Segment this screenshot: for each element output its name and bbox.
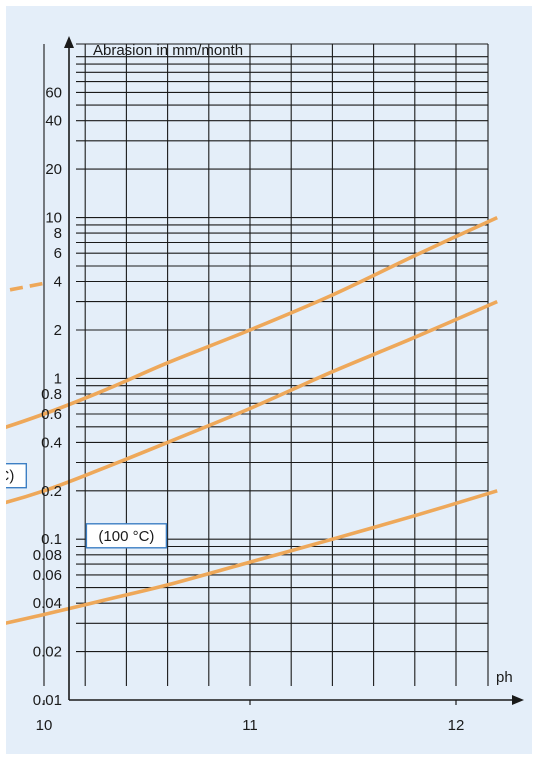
y-tick-label: 40 xyxy=(45,113,62,130)
y-tick-label: 20 xyxy=(45,161,62,178)
y-tick-label: 60 xyxy=(45,84,62,101)
series-layer xyxy=(6,215,498,625)
x-tick-label: 12 xyxy=(448,717,465,734)
abrasion-chart: 8.591011120.010.020.040.060.080.10.20.40… xyxy=(6,36,524,734)
x-tick-label: 10 xyxy=(36,717,53,734)
y-tick-label: 0.02 xyxy=(33,644,62,661)
y-tick-label: 6 xyxy=(54,245,62,262)
curve-label-box-170c xyxy=(6,463,27,489)
y-tick-label: 2 xyxy=(54,322,62,339)
y-tick-label: 0.08 xyxy=(33,547,62,564)
y-axis-title: Abrasion in mm/month xyxy=(93,42,243,59)
curve-label-100c: (100 °C) xyxy=(98,528,154,545)
chart-panel: 8.591011120.010.020.040.060.080.10.20.40… xyxy=(6,6,532,754)
y-tick-label: 0.6 xyxy=(41,406,62,423)
axes: 8.591011120.010.020.040.060.080.10.20.40… xyxy=(33,36,524,734)
y-tick-label: 0.8 xyxy=(41,386,62,403)
y-tick-label: 0.04 xyxy=(33,595,62,612)
series-line-200c xyxy=(6,215,498,430)
series-line-240c xyxy=(6,281,45,293)
y-axis-arrow xyxy=(64,36,74,48)
series-line-100c xyxy=(6,489,498,625)
series-line-170c xyxy=(6,299,498,505)
y-tick-label: 10 xyxy=(45,210,62,227)
x-tick-label: 11 xyxy=(242,717,258,734)
x-axis-arrow xyxy=(512,695,524,705)
x-axis-title: ph xyxy=(496,669,513,686)
grid xyxy=(43,43,489,701)
curve-label-170c: (170 °C) xyxy=(6,468,14,485)
y-tick-label: 0.06 xyxy=(33,567,62,584)
y-tick-label: 0.01 xyxy=(33,692,62,709)
curve-labels: (240 °C)(200 °C)(170 °C)(100 °C) xyxy=(6,463,168,549)
y-tick-label: 0.1 xyxy=(41,531,62,548)
y-tick-label: 0.4 xyxy=(41,434,62,451)
curve-label-box-100c xyxy=(85,523,168,549)
y-tick-label: 0.2 xyxy=(41,483,62,500)
y-tick-label: 4 xyxy=(54,274,62,291)
y-tick-label: 8 xyxy=(54,225,62,242)
y-tick-label: 1 xyxy=(54,370,62,387)
